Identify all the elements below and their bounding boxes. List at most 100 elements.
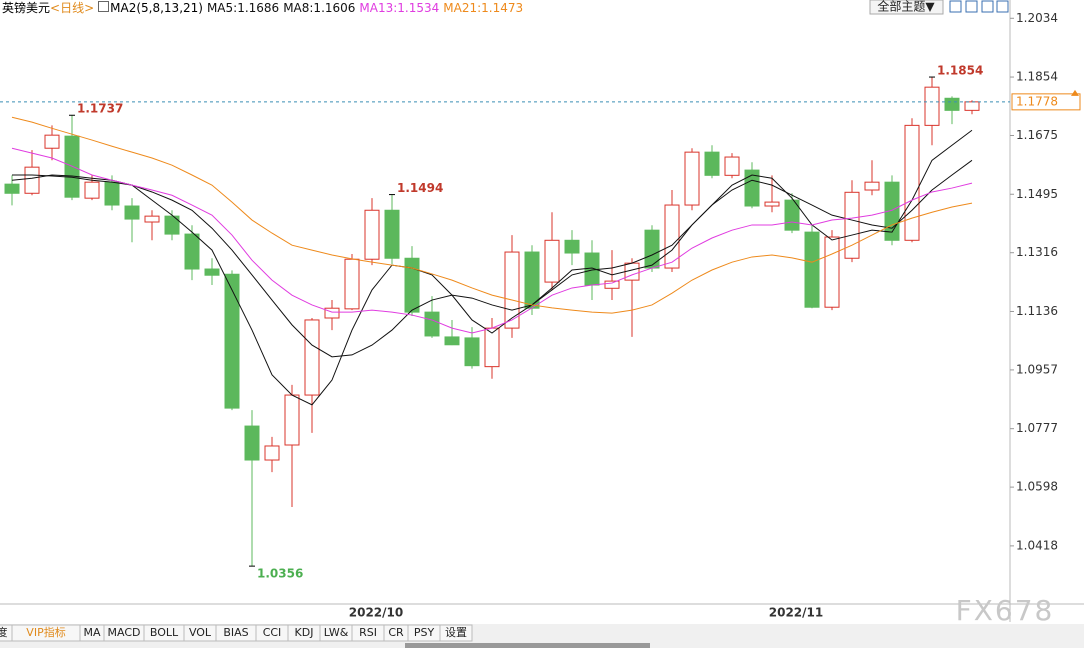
x-tick-label: 2022/11 (769, 606, 823, 620)
tab-label[interactable]: BOLL (150, 626, 179, 639)
tab-label[interactable]: 度 (0, 625, 8, 639)
tab-label[interactable]: LW& (324, 626, 349, 639)
tab-label[interactable]: 设置 (445, 626, 467, 639)
candle-down (204, 268, 220, 276)
candle-up (544, 239, 560, 283)
y-tick-label: 1.0418 (1016, 538, 1058, 552)
price-box (1011, 93, 1081, 111)
candle-up (364, 209, 380, 260)
tab-label[interactable]: VIP指标 (26, 625, 65, 639)
candle-up (904, 124, 920, 241)
extreme-label: 1.1494 (397, 181, 443, 195)
price-label: 1.1778 (1016, 94, 1058, 108)
candle-down (564, 239, 580, 254)
candle-up (964, 101, 980, 111)
tab-label[interactable]: MACD (108, 626, 141, 639)
y-tick-label: 1.1316 (1016, 245, 1058, 259)
candle-up (344, 258, 360, 310)
y-tick-label: 1.1854 (1016, 70, 1058, 84)
extreme-label: 1.0356 (257, 567, 303, 581)
icon[interactable] (981, 0, 994, 13)
candle-up (84, 181, 100, 199)
y-tick-label: 1.1495 (1016, 187, 1058, 201)
candle-down (704, 151, 720, 176)
y-tick-label: 1.0957 (1016, 362, 1058, 376)
candle-down (104, 181, 120, 206)
candle-down (804, 231, 820, 308)
legend: MA5:1.1686 MA8:1.1606 MA13:1.1534 MA21:1.14… (207, 1, 527, 15)
candle-down (744, 169, 760, 207)
tool-icons[interactable] (949, 0, 1009, 13)
icon[interactable] (996, 0, 1009, 13)
tab-label[interactable]: BIAS (223, 626, 248, 639)
candle-up (304, 319, 320, 396)
tab-label[interactable]: RSI (359, 626, 377, 639)
candle-down (424, 311, 440, 337)
theme-button[interactable]: 全部主题▼ (877, 0, 935, 14)
candle-down (164, 215, 180, 235)
y-tick-label: 1.1136 (1016, 304, 1058, 318)
symbol: 英镑美元 (2, 1, 51, 15)
ma-line (11, 147, 973, 334)
ma-line (12, 159, 973, 358)
candle-up (604, 280, 620, 289)
candle-up (824, 236, 840, 308)
x-tick-label: 2022/10 (349, 606, 403, 620)
candle-down (244, 425, 260, 461)
icon[interactable] (965, 0, 978, 13)
candle-up (144, 215, 160, 223)
candle-down (404, 257, 420, 313)
legend-entry: MA21:1.1473 (443, 1, 524, 15)
tab-label[interactable]: CR (388, 626, 404, 639)
candle-down (444, 336, 460, 346)
candle-up (484, 327, 500, 368)
legend-entry: MA13:1.1534 (359, 1, 440, 15)
candle-down (184, 233, 200, 270)
extreme-label: 1.1854 (937, 64, 983, 78)
candle-down (384, 209, 400, 259)
candle-down (944, 97, 960, 111)
theme-button-box[interactable] (869, 0, 944, 15)
candle-up (264, 445, 280, 461)
period[interactable]: <日线> (50, 1, 95, 15)
header: 英镑美元<日线> MA2(5,8,13,21) MA5:1.1686 MA8:1.16… (2, 0, 531, 16)
candle-up (684, 151, 700, 206)
legend-entry: MA5:1.1686 (206, 1, 280, 15)
tab-label[interactable]: PSY (414, 626, 435, 639)
ma-line (11, 116, 973, 314)
extreme-label: 1.1737 (77, 102, 123, 116)
tab-label[interactable]: KDJ (295, 626, 314, 639)
candle-up (284, 394, 300, 446)
candle-up (864, 181, 880, 191)
candle-up (924, 86, 940, 126)
candle-down (124, 205, 140, 220)
indicator: MA2(5,8,13,21) (110, 1, 203, 15)
candle-up (844, 191, 860, 259)
tab[interactable] (439, 624, 473, 642)
candle-down (464, 337, 480, 367)
candle-down (4, 183, 20, 194)
tab-label[interactable]: MA (83, 626, 100, 639)
y-tick-label: 1.0598 (1016, 480, 1058, 494)
candle-down (524, 251, 540, 309)
candle-up (764, 201, 780, 207)
watermark: FX678 (956, 594, 1055, 627)
candle-up (44, 134, 60, 149)
icon[interactable] (949, 0, 962, 13)
candle-down (224, 273, 240, 409)
y-tick-label: 1.1675 (1016, 128, 1058, 142)
price-arrow (1071, 89, 1079, 96)
tab-label[interactable]: CCI (263, 626, 282, 639)
candle-up (324, 307, 340, 319)
scrollbar[interactable] (405, 643, 650, 648)
candle-up (24, 166, 40, 194)
y-tick-label: 1.0777 (1016, 421, 1058, 435)
y-tick-label: 1.2034 (1016, 11, 1058, 25)
tab-label[interactable]: VOL (189, 626, 212, 639)
candle-up (724, 156, 740, 176)
candle-down (644, 229, 660, 269)
legend-entry: MA8:1.1606 (283, 1, 356, 15)
icon[interactable] (98, 1, 110, 12)
